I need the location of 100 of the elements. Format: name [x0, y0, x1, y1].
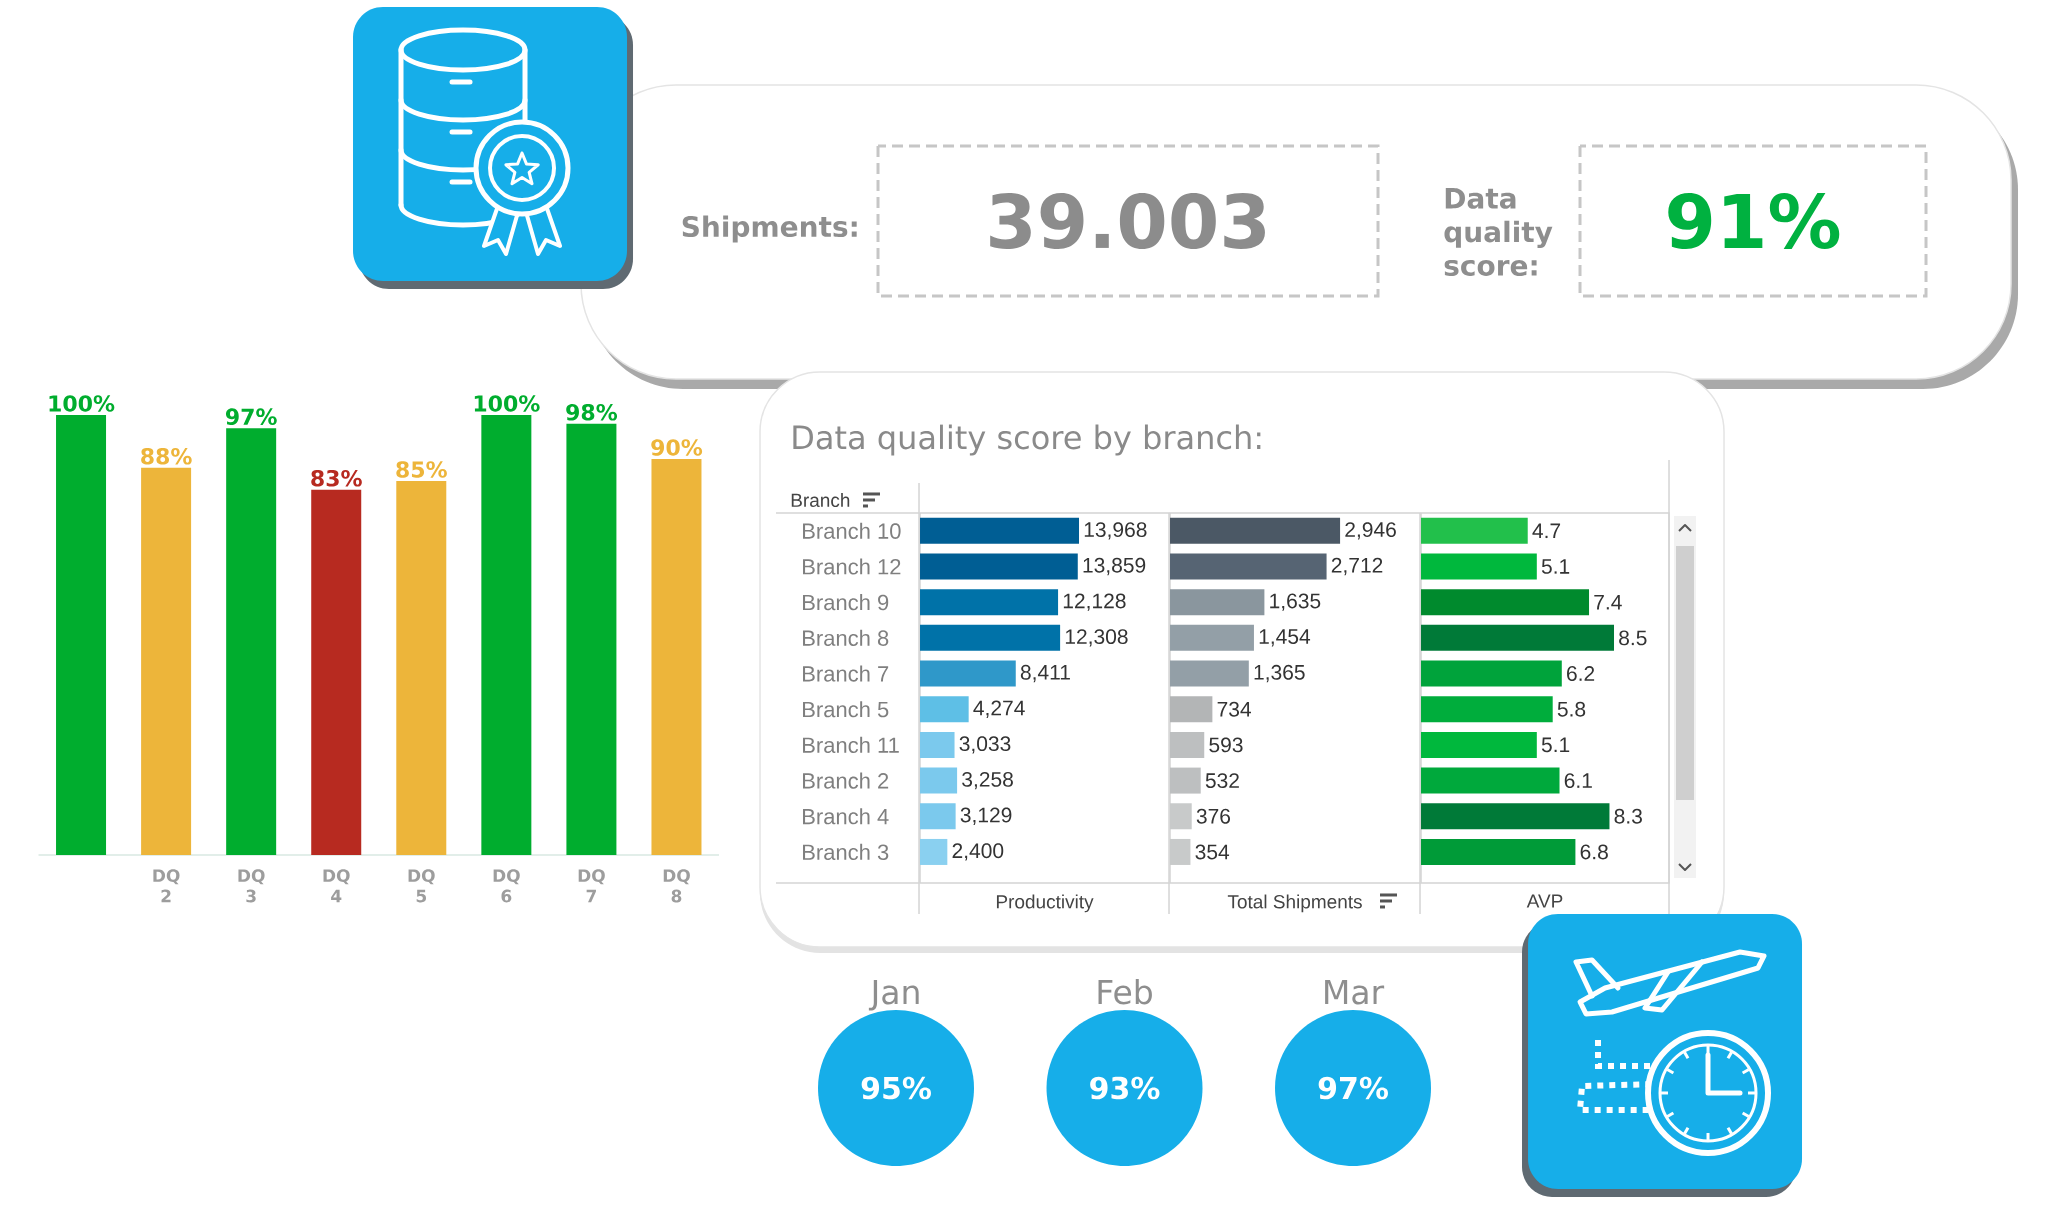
bar [311, 489, 362, 855]
x-axis-title: Total Shipments [1227, 894, 1362, 913]
bar [481, 414, 532, 855]
category-label: Feb [1098, 978, 1152, 1005]
y-tick-label: Branch 8 [803, 629, 889, 646]
bar [1170, 517, 1341, 544]
bar [1170, 553, 1327, 580]
bar [1421, 731, 1537, 758]
bar [1170, 660, 1249, 687]
data-label: 2,712 [1331, 557, 1383, 576]
data-label: 7.4 [1594, 594, 1622, 610]
bar [1170, 589, 1265, 616]
x-tick-label: DQ 8 [663, 869, 690, 903]
data-label: 2,946 [1345, 522, 1396, 540]
data-label: 593 [1209, 737, 1243, 753]
y-tick-label: Branch 7 [803, 665, 889, 682]
x-tick-label: DQ 4 [323, 869, 350, 903]
data-label: 88% [141, 447, 192, 465]
data-label: 83% [311, 469, 362, 487]
data-label: 5.8 [1557, 701, 1586, 717]
bar [920, 696, 969, 723]
bar [1170, 624, 1254, 651]
bar [920, 731, 955, 758]
text: 95% [861, 1076, 931, 1100]
bar [141, 467, 192, 855]
text: Shipments: [682, 215, 857, 243]
data-label: 376 [1196, 808, 1231, 824]
bar [920, 624, 1061, 651]
bar [1421, 624, 1615, 651]
bar [1421, 838, 1576, 865]
x-axis-title: Productivity [996, 894, 1094, 913]
data-label: 8,411 [1020, 664, 1070, 683]
text: 91% [1668, 193, 1840, 249]
bar [226, 428, 277, 855]
data-label: 3,129 [960, 807, 1012, 825]
x-tick-label: DQ 6 [493, 869, 520, 903]
data-label: 354 [1195, 844, 1230, 860]
text: Data quality score: [1444, 187, 1553, 276]
y-tick-label: Branch 4 [803, 808, 889, 825]
data-label: 6.8 [1580, 844, 1608, 860]
data-label: 1,635 [1270, 593, 1321, 611]
data-label: 12,128 [1063, 593, 1126, 611]
category-label: Jan [868, 979, 919, 1011]
data-label: 4.7 [1532, 523, 1561, 539]
data-label: 97% [225, 408, 277, 425]
data-label: 8.5 [1619, 630, 1647, 646]
bar [920, 803, 956, 830]
category-label: Mar [1325, 979, 1385, 1005]
bar [396, 480, 447, 855]
x-tick-label: DQ 7 [578, 869, 605, 903]
bar [1421, 767, 1560, 794]
data-label: 2,400 [952, 843, 1004, 861]
chart-title: Data quality score by branch: [793, 424, 1261, 456]
y-tick-label: Branch 5 [803, 701, 889, 718]
data-label: 6.1 [1564, 773, 1592, 789]
data-label: 100% [49, 395, 115, 412]
y-axis-title: Branch [791, 493, 850, 508]
y-tick-label: Branch 11 [803, 736, 899, 753]
data-label: 6.2 [1567, 666, 1595, 681]
data-label: 98% [566, 403, 618, 421]
bar [1170, 696, 1213, 723]
bar [920, 767, 958, 794]
data-label: 100% [474, 395, 540, 412]
x-tick-label: DQ 5 [408, 869, 435, 903]
bar [1421, 660, 1562, 687]
bar [566, 423, 617, 855]
bar [56, 414, 107, 855]
data-label: 3,258 [962, 771, 1013, 790]
bar [1421, 517, 1528, 544]
y-tick-label: Branch 2 [803, 772, 889, 789]
x-axis-title: AVP [1526, 894, 1563, 908]
data-label: 12,308 [1065, 629, 1128, 647]
bar [1421, 553, 1537, 580]
x-tick-label: DQ 2 [153, 869, 180, 903]
bar [1170, 767, 1201, 794]
data-label: 13,859 [1083, 557, 1146, 576]
bar [1421, 589, 1590, 616]
y-tick-label: Branch 9 [803, 594, 889, 611]
text: 93% [1090, 1076, 1160, 1100]
bar [1170, 731, 1205, 758]
bar [920, 553, 1078, 580]
data-label: 1,365 [1254, 664, 1305, 683]
data-label: 4,274 [973, 700, 1025, 718]
y-tick-label: Branch 3 [803, 843, 889, 861]
data-label: 8.3 [1614, 808, 1642, 824]
data-label: 85% [396, 461, 447, 478]
data-label: 1,454 [1259, 629, 1311, 647]
bar [920, 660, 1016, 687]
text: 97% [1318, 1076, 1388, 1100]
data-label: 3,033 [959, 736, 1011, 754]
data-label: 5.1 [1541, 737, 1570, 753]
x-tick-label: DQ 3 [238, 869, 265, 903]
y-tick-label: Branch 10 [803, 522, 901, 539]
data-label: 13,968 [1084, 522, 1147, 540]
data-label: 90% [651, 439, 703, 456]
data-label: 532 [1205, 773, 1239, 789]
text: 39.003 [990, 193, 1265, 249]
bar [1421, 803, 1610, 830]
data-label: 5.1 [1541, 559, 1570, 574]
bar [1421, 696, 1553, 723]
